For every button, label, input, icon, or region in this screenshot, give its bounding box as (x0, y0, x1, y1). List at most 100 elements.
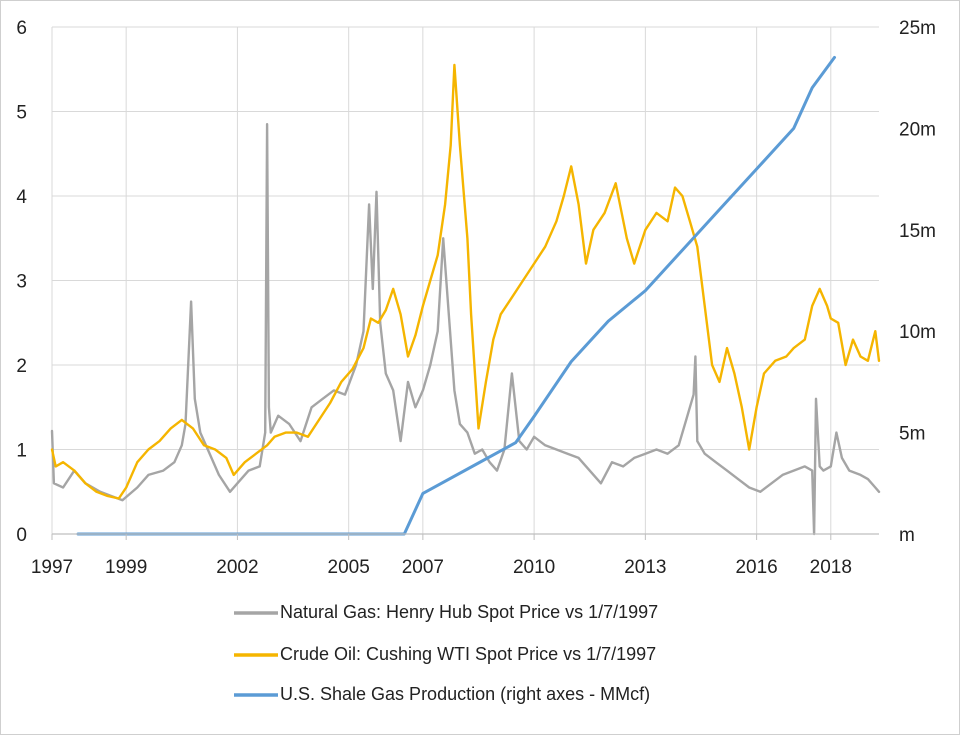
series-1-point (533, 435, 535, 438)
series-2-point (748, 448, 751, 451)
series-2-point (392, 288, 395, 290)
series-1-point (655, 448, 658, 451)
series-1-point (247, 469, 250, 472)
series-2-point (803, 338, 806, 341)
x-tick-label: 2005 (328, 557, 370, 578)
series-2-point (225, 457, 228, 459)
series-1-point (447, 313, 450, 316)
series-2-point (644, 228, 647, 231)
series-1-point (375, 190, 378, 193)
series-1-point (332, 389, 335, 392)
y2-tick-label: 10m (899, 322, 936, 343)
series-1-point (666, 452, 669, 455)
series-2-point (255, 452, 257, 455)
series-1-point (685, 419, 688, 421)
series-1-point (748, 486, 751, 489)
series-2-point (273, 435, 276, 438)
series-2-point (829, 317, 832, 320)
series-1-point (692, 393, 695, 396)
y2-axis-ticks: m 5m 10m 15m 20m 25m (899, 18, 936, 546)
series-2-point (763, 372, 765, 375)
series-1-point (600, 482, 602, 485)
series-1-point (321, 397, 324, 400)
x-axis-ticks: 1997 1999 2002 2005 2007 2010 2013 2016 2018 (31, 534, 852, 578)
series-2-point (470, 313, 472, 316)
series-2-point (62, 461, 64, 464)
series-1-point (229, 490, 231, 493)
series-2-point (266, 444, 268, 447)
series-3-point (755, 168, 758, 170)
series-2-point (633, 262, 636, 265)
series-1-point (677, 444, 680, 447)
series-1-point (190, 300, 193, 303)
series-2-point (422, 305, 424, 307)
series-1-point (867, 478, 869, 480)
y-tick-label: 0 (16, 525, 27, 546)
series-1-point (481, 448, 484, 451)
series-2-point (837, 321, 840, 324)
series-1-point (392, 389, 395, 392)
legend-label: Crude Oil: Cushing WTI Spot Price vs 1/7… (280, 644, 656, 664)
series-2-point (147, 448, 150, 451)
series-2-point (232, 474, 235, 476)
series-1-point (62, 486, 64, 489)
series-2-point (844, 364, 847, 366)
y-tick-label: 2 (16, 356, 27, 377)
series-1-point (525, 448, 528, 451)
series-1-point (694, 355, 697, 358)
series-2-point (106, 495, 109, 497)
y2-tick-label: 25m (899, 18, 936, 39)
legend-item-2: Crude Oil: Cushing WTI Spot Price vs 1/7… (234, 644, 656, 664)
series-2-point (718, 381, 721, 383)
series-2-point (511, 296, 513, 299)
series-2-point (740, 406, 743, 409)
series-2-point (689, 220, 691, 223)
series-1-point (236, 482, 239, 485)
series-2-point (625, 237, 628, 240)
legend-label: Natural Gas: Henry Hub Spot Price vs 1/7… (280, 602, 658, 622)
series-1-point (362, 330, 365, 333)
series-2-point (577, 203, 580, 206)
series-1-point (803, 465, 806, 468)
series-2-point (585, 262, 587, 265)
series-2-point (826, 305, 828, 307)
series-1-point (442, 237, 445, 240)
series-2-point (318, 419, 320, 421)
series-2-point (192, 427, 194, 430)
y-axis-ticks: 0 1 2 3 4 5 6 (16, 18, 27, 546)
series-2-point (485, 381, 487, 383)
series-2-point (570, 165, 573, 168)
y-tick-label: 4 (16, 187, 27, 208)
y2-tick-label: 15m (899, 221, 936, 242)
series-1-point (173, 461, 176, 464)
series-2-point (459, 144, 461, 147)
series-1-point (384, 372, 387, 375)
series-2-point (859, 355, 862, 358)
series-2-point (169, 427, 172, 430)
legend-label: U.S. Shale Gas Production (right axes - … (280, 684, 650, 704)
y-tick-label: 1 (16, 441, 27, 462)
series-1-point (368, 203, 370, 206)
series-1-point (835, 431, 838, 434)
series-2-point (453, 64, 456, 66)
y-tick-label: 5 (16, 103, 27, 124)
y2-tick-label: m (899, 525, 915, 546)
series-1-point (770, 482, 773, 485)
series-1-point (407, 381, 409, 383)
series-1-point (566, 452, 569, 455)
series-layer (50, 55, 881, 536)
series-2-point (136, 461, 139, 464)
series-2-point (51, 448, 53, 451)
x-tick-label: 2013 (624, 557, 666, 578)
series-1-point (414, 406, 417, 409)
series-1-point (588, 469, 591, 472)
series-2-point (792, 347, 795, 349)
series-2-point (726, 347, 728, 349)
series-1-point (466, 431, 469, 434)
series-2-point (307, 435, 309, 438)
series-1-point (878, 490, 880, 493)
x-tick-label: 2010 (513, 557, 555, 578)
y-tick-label: 6 (16, 18, 27, 39)
series-2-point (867, 359, 869, 362)
